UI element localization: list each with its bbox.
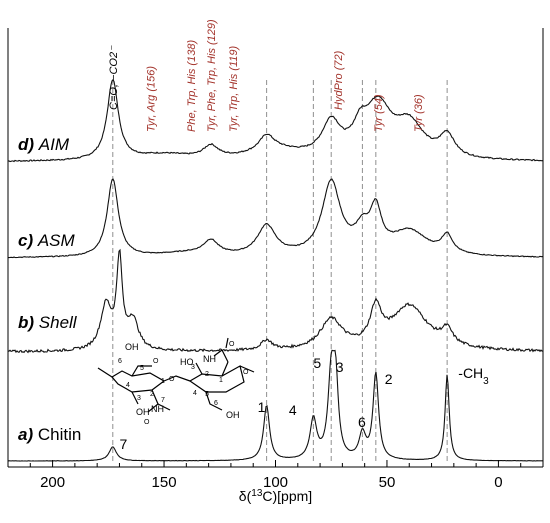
structure-atom-label: 1	[161, 378, 165, 385]
top-labels: C=O, −CO2⁻	[108, 45, 120, 110]
spectrum-label-d: d) AIM	[18, 135, 70, 154]
structure-atom-label: 3	[191, 364, 195, 371]
spectra-traces	[7, 78, 544, 462]
carbonyl-label: C=O, −CO2⁻	[108, 45, 120, 110]
structure-atom-label: OH	[136, 407, 150, 417]
residue-label: Tyr, Arg (156)	[146, 66, 158, 132]
structure-atom-label: O	[144, 419, 150, 426]
residue-label: Tyr, Phe, Trp, His (129)	[206, 19, 218, 132]
x-axis-tick-labels: 200 150 100 50 0	[40, 474, 503, 491]
structure-atom-label: 6	[118, 358, 122, 365]
x-axis-title: δ(13C)[ppm]	[239, 488, 312, 505]
spectrum-trace-c	[8, 178, 544, 259]
structure-atom-label: 2	[150, 391, 154, 398]
residue-label: HydPro (72)	[333, 50, 345, 110]
spectrum-labels: d) AIM c) ASM b) Shell a) Chitin	[18, 135, 81, 444]
structure-atom-label: O	[229, 341, 235, 348]
structure-atom-label: HO	[180, 357, 194, 367]
structure-atom-label: O	[243, 369, 249, 376]
residue-label: Tyr (54)	[373, 94, 385, 132]
chitin-peak-label: 4	[289, 402, 297, 418]
chitin-peak-label: -CH3	[458, 365, 489, 387]
chitin-peak-label: 2	[385, 371, 393, 387]
spectrum-trace-a	[7, 349, 543, 462]
spectrum-label-c: c) ASM	[18, 231, 76, 250]
chitin-peak-labels: 71 45 362 -CH3	[119, 355, 489, 452]
chitin-peak-label: 5	[313, 355, 321, 371]
spectrum-trace-b	[7, 248, 544, 354]
x-tick-label: 50	[379, 474, 396, 491]
structure-atom-label: NH	[151, 404, 164, 414]
residue-label: Tyr (36)	[413, 94, 425, 132]
chitin-peak-label: 7	[119, 436, 127, 452]
x-tick-label: 200	[40, 474, 65, 491]
structure-atom-label: OH	[125, 342, 139, 352]
chitin-peak-label: 6	[358, 414, 366, 430]
x-tick-label: 150	[152, 474, 177, 491]
structure-atom-label: OH	[226, 410, 240, 420]
x-tick-label: 0	[494, 474, 502, 491]
structure-atom-label: 1	[219, 377, 223, 384]
x-tick-label: 100	[263, 474, 288, 491]
structure-atom-label: 6	[214, 400, 218, 407]
structure-atom-label: 5	[140, 365, 144, 372]
structure-atom-label: 4	[126, 382, 130, 389]
structure-atom-label: 5	[205, 391, 209, 398]
structure-atom-label: O	[153, 358, 159, 365]
structure-atom-label: 2	[205, 371, 209, 378]
structure-atom-label: NH	[203, 354, 216, 364]
spectrum-label-b: b) Shell	[18, 313, 78, 332]
residue-label: Tyr, Trp, His (119)	[228, 45, 240, 132]
x-axis-ticks	[29, 460, 544, 467]
spectrum-trace-d	[7, 78, 544, 163]
structure-atom-label: 4	[193, 390, 197, 397]
spectrum-label-a: a) Chitin	[18, 425, 81, 444]
structure-atom-label: 3	[137, 395, 141, 402]
chitin-peak-label: 1	[258, 399, 266, 415]
chitin-peak-label: 3	[336, 359, 344, 375]
residue-label: Phe, Trp, His (138)	[186, 40, 198, 132]
residue-labels: Tyr, Arg (156) Phe, Trp, His (138) Tyr, Ph…	[146, 19, 425, 132]
structure-atom-label: 7	[161, 397, 165, 404]
structure-atom-label: O	[169, 376, 175, 383]
